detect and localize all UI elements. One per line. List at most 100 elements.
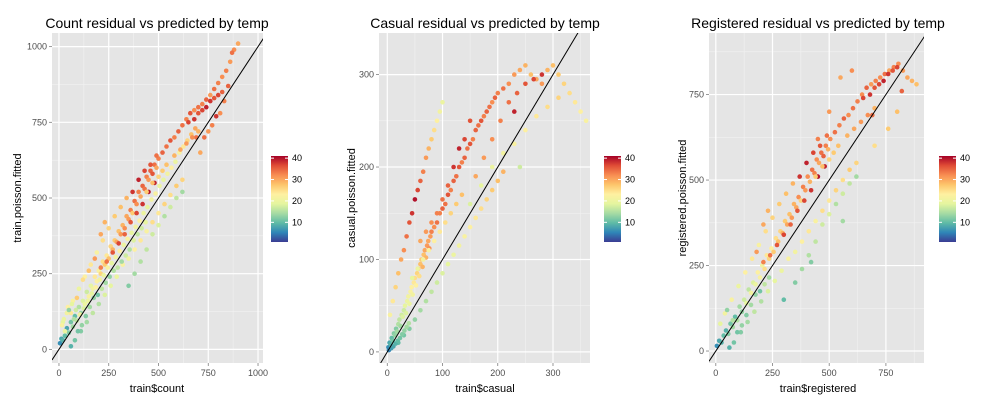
data-point <box>868 82 874 87</box>
x-tick-label: 500 <box>151 368 166 378</box>
data-point <box>736 283 741 289</box>
data-point <box>764 253 770 258</box>
data-point <box>122 232 127 237</box>
data-point <box>813 239 818 244</box>
data-point <box>196 104 201 110</box>
data-point <box>429 289 434 295</box>
data-point <box>873 78 878 84</box>
data-point <box>131 238 136 243</box>
data-point <box>476 123 481 128</box>
data-point <box>390 298 396 304</box>
data-point <box>134 210 139 216</box>
data-point <box>99 286 105 292</box>
data-point <box>125 236 130 242</box>
data-point <box>877 75 883 80</box>
data-point <box>420 169 426 174</box>
data-point <box>93 285 99 290</box>
data-point <box>838 75 843 80</box>
data-point <box>434 118 440 124</box>
data-point <box>118 204 123 210</box>
data-point <box>168 204 173 210</box>
data-point <box>809 167 815 173</box>
y-tick-labels: 0 250 500 750 1000 <box>27 42 52 354</box>
data-point <box>440 206 445 211</box>
data-point <box>757 275 763 280</box>
data-point <box>140 201 145 207</box>
data-point <box>802 198 807 203</box>
data-point <box>418 308 423 313</box>
data-point <box>156 174 161 180</box>
data-point <box>454 174 459 179</box>
y-tick-label: 250 <box>689 261 704 271</box>
data-point <box>164 162 169 167</box>
data-point <box>489 100 495 105</box>
y-tick-label: 750 <box>32 117 47 127</box>
y-tick-labels: 0 100 200 300 <box>359 70 379 357</box>
data-point <box>561 81 567 87</box>
data-point <box>211 95 217 101</box>
data-point <box>495 178 501 184</box>
data-point <box>440 197 445 202</box>
data-point <box>860 95 866 101</box>
data-point <box>97 277 103 283</box>
data-point <box>523 127 528 133</box>
data-point <box>423 298 429 304</box>
data-point <box>116 241 121 246</box>
data-point <box>730 324 736 330</box>
data-point <box>459 192 465 198</box>
data-point <box>556 95 561 100</box>
data-point <box>69 301 75 307</box>
data-point <box>770 215 775 220</box>
data-point <box>815 136 821 142</box>
data-point <box>445 192 451 198</box>
data-point <box>762 266 767 272</box>
data-point <box>795 208 800 214</box>
data-point <box>498 118 503 124</box>
data-point <box>412 317 418 322</box>
data-point <box>462 137 467 142</box>
data-point <box>534 113 539 119</box>
data-point <box>528 72 534 77</box>
data-point <box>428 234 433 239</box>
data-point <box>885 71 891 77</box>
data-point <box>811 150 816 155</box>
data-point <box>86 268 92 274</box>
data-point <box>846 112 851 118</box>
data-point <box>434 211 440 216</box>
data-point <box>196 110 201 116</box>
data-point <box>164 144 169 149</box>
data-point <box>200 107 205 113</box>
data-point <box>756 242 762 248</box>
data-point <box>854 174 859 179</box>
data-point <box>826 157 832 162</box>
data-point <box>162 213 167 219</box>
data-point <box>82 301 88 307</box>
data-point <box>75 328 81 334</box>
data-point <box>729 297 734 303</box>
data-point <box>867 92 873 97</box>
data-point <box>126 256 131 261</box>
data-point <box>66 307 72 313</box>
data-point <box>192 107 197 113</box>
data-point <box>160 150 165 155</box>
data-point <box>840 218 846 224</box>
data-point <box>849 68 855 73</box>
data-point <box>791 201 797 207</box>
data-point <box>761 222 766 227</box>
data-point <box>113 254 118 260</box>
data-point <box>799 266 805 272</box>
data-point <box>145 204 150 210</box>
data-point <box>722 311 728 316</box>
data-point <box>104 259 109 264</box>
data-point <box>779 268 784 274</box>
data-point <box>800 184 806 190</box>
data-point <box>71 316 77 322</box>
data-point <box>451 178 456 184</box>
legend-tick-label: 10 <box>625 217 635 227</box>
data-point <box>752 309 757 315</box>
data-point <box>808 188 814 193</box>
data-point <box>423 229 429 234</box>
data-point <box>732 314 738 320</box>
data-point <box>512 141 517 147</box>
data-point <box>744 312 749 318</box>
